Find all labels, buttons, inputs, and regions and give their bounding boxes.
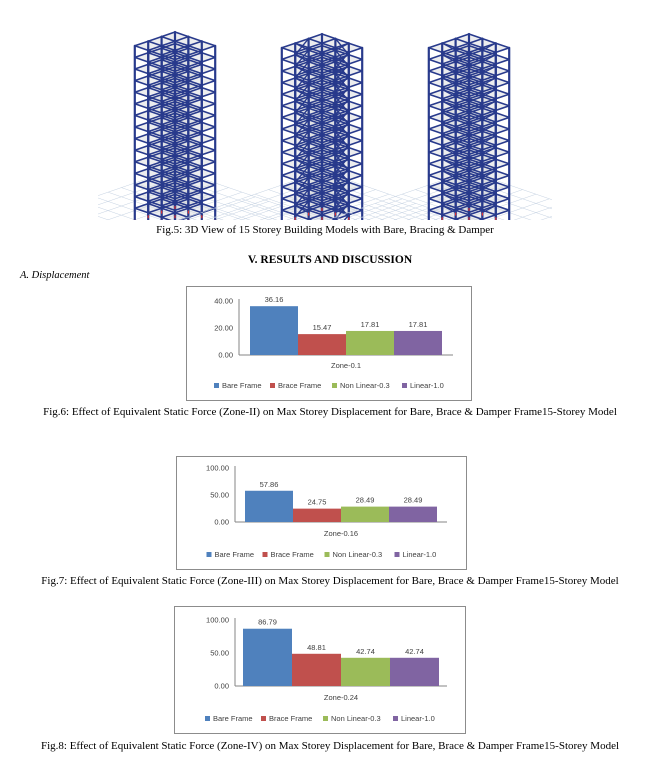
x-category-label: Zone-0.16 [324, 529, 358, 538]
bar-value-label: 28.49 [404, 496, 423, 505]
legend-swatch [205, 716, 210, 721]
legend-entry: Linear-1.0 [403, 550, 437, 559]
legend-entry: Non Linear-0.3 [333, 550, 383, 559]
legend-entry: Brace Frame [271, 550, 314, 559]
bar-value-label: 57.86 [260, 480, 279, 489]
section-heading: V. RESULTS AND DISCUSSION [247, 254, 413, 266]
bar [292, 653, 341, 686]
frame-members [427, 32, 511, 220]
y-tick-label: 0.00 [214, 518, 229, 527]
fig8-caption: Fig.8: Effect of Equivalent Static Force… [40, 740, 620, 752]
bar [341, 657, 390, 686]
y-tick-label: 100.00 [206, 464, 229, 473]
ground-grid [98, 168, 323, 220]
x-category-label: Zone-0.24 [324, 693, 358, 702]
legend-entry: Brace Frame [269, 714, 312, 723]
legend-entry: Bare Frame [215, 550, 255, 559]
fig5-caption: Fig.5: 3D View of 15 Storey Building Mod… [156, 224, 494, 236]
bar-value-label: 42.74 [356, 647, 375, 656]
bar-value-label: 42.74 [405, 647, 424, 656]
bar [243, 628, 292, 686]
legend-swatch [393, 716, 398, 721]
bar [298, 334, 346, 355]
legend-entry: Linear-1.0 [401, 714, 435, 723]
bar [390, 657, 439, 686]
bar-value-label: 28.49 [356, 496, 375, 505]
fig7-caption: Fig.7: Effect of Equivalent Static Force… [41, 575, 619, 587]
bar [346, 330, 394, 355]
bar [341, 506, 389, 522]
y-tick-label: 20.00 [214, 324, 233, 333]
frame-members [280, 32, 364, 220]
fig6-chart: 0.00 20.00 40.00 36.16 15.47 17.81 17.81 Zone-0… [186, 286, 472, 401]
legend-swatch [262, 552, 268, 557]
braced-frame-model [179, 32, 465, 220]
legend-swatch [402, 383, 407, 388]
bar-value-label: 17.81 [409, 320, 428, 329]
fig8-chart: 0.00 50.00 100.00 86.79 48.81 42.74 42.74 Zone-… [174, 606, 466, 734]
legend-swatch [324, 552, 330, 557]
legend-entry: Bare Frame [222, 381, 262, 390]
bar-value-label: 36.16 [265, 295, 284, 304]
legend-swatch [270, 383, 275, 388]
y-tick-label: 0.00 [214, 682, 229, 691]
bar-value-label: 15.47 [313, 323, 332, 332]
bar [389, 506, 437, 522]
bar [394, 330, 442, 355]
legend-swatch [332, 383, 337, 388]
x-category-label: Zone-0.1 [331, 361, 361, 370]
y-tick-label: 0.00 [218, 351, 233, 360]
bar-value-label: 48.81 [307, 643, 326, 652]
frame-members [133, 30, 217, 220]
y-tick-label: 40.00 [214, 297, 233, 306]
legend-swatch [394, 552, 400, 557]
legend-entry: Bare Frame [213, 714, 253, 723]
fig6-caption: Fig.6: Effect of Equivalent Static Force… [43, 406, 617, 418]
bar [250, 306, 298, 355]
legend-entry: Non Linear-0.3 [331, 714, 381, 723]
legend-entry: Non Linear-0.3 [340, 381, 390, 390]
legend-entry: Linear-1.0 [410, 381, 444, 390]
fig7-chart: 0.00 50.00 100.00 57.86 24.75 28.49 28.49 Zone-… [176, 456, 467, 570]
subsection-heading: A. Displacement [20, 270, 90, 281]
bar [245, 490, 293, 522]
bar-value-label: 17.81 [361, 320, 380, 329]
bar [293, 508, 341, 522]
damper-frame-model [326, 32, 552, 220]
legend-swatch [214, 383, 219, 388]
bar-value-label: 86.79 [258, 618, 277, 627]
bar-value-label: 24.75 [308, 498, 327, 507]
bare-frame-model [98, 30, 323, 220]
y-tick-label: 100.00 [206, 616, 229, 625]
legend-swatch [206, 552, 212, 557]
y-tick-label: 50.00 [210, 649, 229, 658]
fig5-building-models [98, 30, 552, 220]
y-tick-label: 50.00 [210, 491, 229, 500]
legend-swatch [323, 716, 328, 721]
legend-entry: Brace Frame [278, 381, 321, 390]
legend-swatch [261, 716, 266, 721]
